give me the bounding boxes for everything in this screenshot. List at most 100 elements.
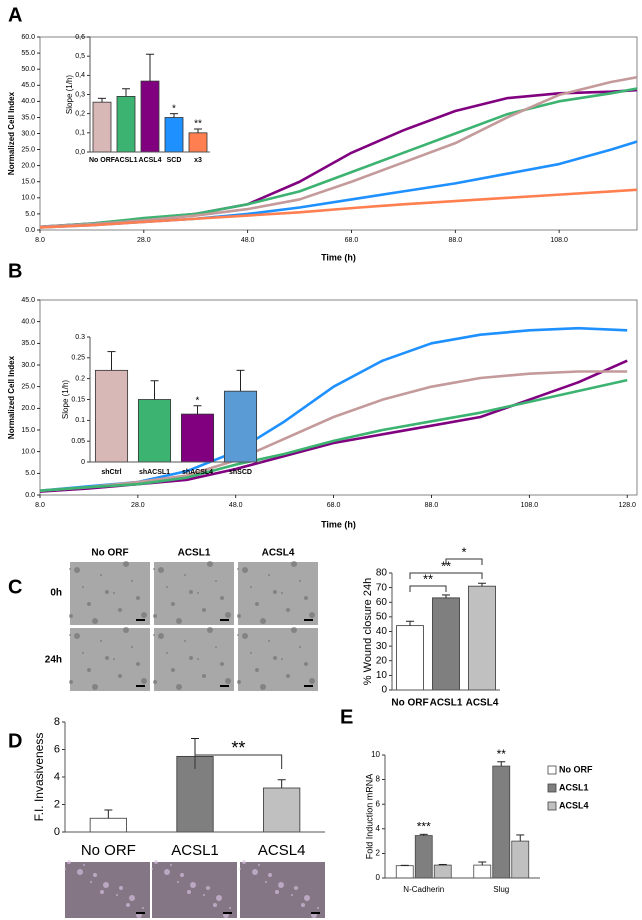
- y-tick-label: 45.0: [21, 82, 35, 89]
- texture: [64, 868, 66, 870]
- bar: [432, 597, 460, 691]
- x-tick-label: 88.0: [448, 237, 462, 244]
- texture: [136, 596, 140, 600]
- category-label: SCD: [167, 157, 182, 164]
- error-bar: [194, 128, 202, 133]
- y-tick-label: 60.0: [21, 34, 35, 41]
- y-tick-label: 35.0: [21, 340, 35, 347]
- texture: [252, 869, 258, 875]
- bar: [89, 817, 127, 833]
- legend-swatch: [547, 801, 557, 811]
- bar: [396, 625, 424, 691]
- y-axis-label: Slope (1/h): [65, 75, 74, 114]
- texture: [207, 561, 213, 567]
- texture: [237, 568, 239, 570]
- texture: [113, 592, 115, 594]
- error-bar: [277, 779, 286, 788]
- y-tick-label: 4: [54, 771, 60, 783]
- series-line: [39, 359, 628, 493]
- significance: ***: [417, 820, 431, 834]
- bracket-label: **: [423, 571, 433, 586]
- bar: [395, 865, 414, 879]
- texture: [129, 895, 135, 901]
- x-tick-label: 88.0: [425, 502, 439, 509]
- y-tick-label: 10.0: [21, 195, 35, 202]
- bar: [473, 864, 492, 879]
- x-tick-label: 8.0: [35, 237, 45, 244]
- texture: [118, 674, 122, 678]
- y-tick-label: 30: [376, 641, 388, 652]
- y-tick-label: 50.0: [21, 66, 35, 73]
- bar: [164, 117, 184, 153]
- series-line: [39, 188, 638, 229]
- texture: [202, 608, 206, 612]
- micrograph: [70, 628, 150, 691]
- texture: [67, 860, 71, 864]
- texture: [239, 868, 241, 870]
- bracket: [409, 585, 447, 592]
- series-line: [39, 87, 638, 229]
- bracket: [409, 572, 483, 579]
- legend-label: ACSL4: [559, 800, 589, 810]
- texture: [103, 882, 109, 888]
- texture: [77, 869, 83, 875]
- legend-label: ACSL1: [559, 782, 589, 792]
- texture: [304, 662, 308, 666]
- texture: [184, 574, 186, 576]
- y-tick-label: 40.0: [21, 319, 35, 326]
- texture: [100, 574, 102, 576]
- error-bar: [107, 351, 116, 371]
- error-bar: [438, 863, 447, 866]
- panel-label: B: [8, 260, 22, 282]
- bar: [140, 80, 160, 153]
- error-bar: [104, 809, 113, 819]
- texture: [273, 590, 277, 594]
- bracket-label: **: [441, 558, 451, 573]
- panel-label: C: [8, 576, 22, 598]
- texture: [216, 895, 222, 901]
- texture: [229, 907, 231, 909]
- texture: [164, 869, 170, 875]
- texture: [220, 596, 224, 600]
- y-tick-label: 0.1: [75, 417, 85, 424]
- texture: [151, 868, 153, 870]
- series-line: [39, 370, 628, 492]
- texture: [87, 668, 91, 672]
- category-label: Slug: [493, 885, 509, 894]
- x-tick-label: 48.0: [229, 502, 243, 509]
- bar: [188, 132, 208, 153]
- y-axis-label: % Wound closure 24h: [362, 578, 374, 685]
- texture: [237, 614, 241, 618]
- significance: **: [194, 119, 202, 130]
- texture: [142, 907, 144, 909]
- bar: [92, 101, 112, 153]
- y-tick-label: 0,4: [75, 72, 85, 79]
- texture: [166, 652, 168, 654]
- legend-swatch: [547, 765, 557, 775]
- micrograph: [238, 628, 318, 691]
- error-bar: [191, 738, 199, 757]
- texture: [250, 652, 252, 654]
- texture: [197, 658, 199, 660]
- texture: [83, 864, 85, 866]
- texture: [118, 608, 122, 612]
- y-tick-label: 25.0: [21, 146, 35, 153]
- y-tick-label: 0: [376, 873, 381, 882]
- significance: *: [172, 103, 176, 114]
- texture: [141, 678, 147, 684]
- texture: [153, 614, 157, 618]
- texture: [203, 894, 205, 896]
- bar: [137, 399, 172, 463]
- texture: [265, 881, 267, 883]
- texture: [100, 890, 104, 894]
- y-tick-label: 0,3: [75, 91, 85, 98]
- y-tick-label: 0,0: [75, 149, 85, 156]
- y-tick-label: 35.0: [21, 114, 35, 121]
- y-tick-label: 20: [376, 655, 388, 666]
- series-line: [39, 326, 628, 492]
- y-tick-label: 4: [376, 824, 381, 833]
- texture: [177, 881, 179, 883]
- y-tick-label: 0.25: [71, 355, 85, 362]
- category-label: ACSL4: [466, 698, 499, 709]
